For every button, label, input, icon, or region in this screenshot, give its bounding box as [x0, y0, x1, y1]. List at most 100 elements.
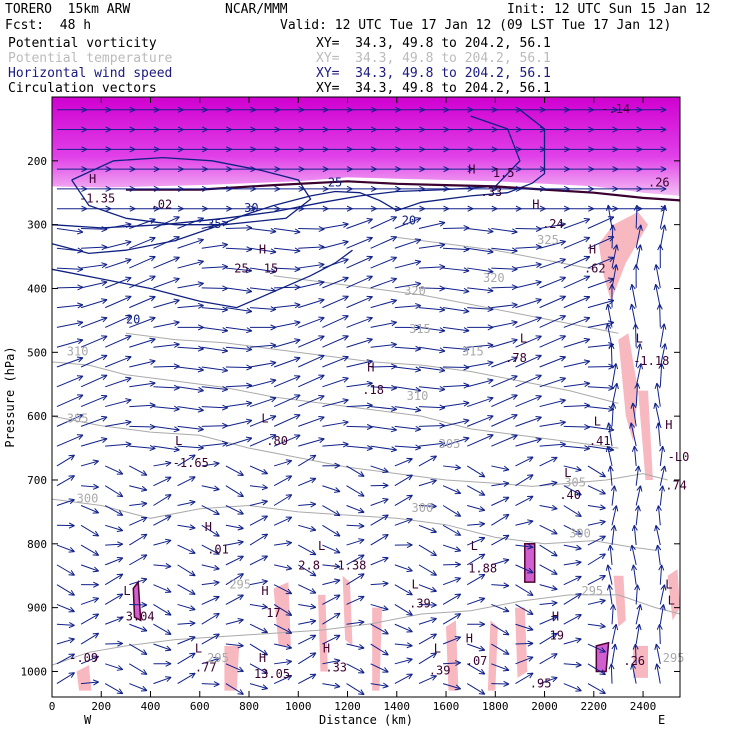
circulation-vector: [346, 465, 365, 477]
vector-shaft: [418, 266, 445, 269]
vector-head: [294, 228, 301, 235]
circulation-vector: [659, 323, 667, 348]
vector-shaft: [467, 434, 494, 447]
vector-shaft: [370, 465, 389, 473]
vector-head: [463, 246, 470, 253]
vector-shaft: [539, 456, 558, 467]
vector-shaft: [298, 374, 325, 388]
circulation-vector: [491, 496, 510, 506]
circulation-vector: [225, 267, 253, 274]
vector-head: [430, 455, 437, 462]
vector-shaft: [491, 227, 518, 233]
vector-shaft: [418, 425, 445, 427]
vector-shaft: [394, 425, 421, 430]
circulation-vector: [515, 564, 534, 574]
circulation-vector: [56, 498, 75, 506]
vector-head: [213, 595, 220, 602]
vector-shaft: [659, 604, 665, 625]
vector-shaft: [129, 275, 156, 289]
circulation-vector: [129, 423, 156, 430]
vector-head: [285, 659, 293, 666]
vector-shaft: [249, 287, 277, 292]
vector-head: [245, 287, 253, 294]
vector-head: [309, 652, 317, 659]
circulation-vector: [563, 316, 591, 328]
circulation-vector: [370, 216, 398, 229]
vector-shaft: [177, 366, 204, 371]
vector-shaft: [467, 307, 494, 310]
pv-extremum-label: .02: [151, 198, 173, 212]
vector-head: [68, 622, 75, 629]
circulation-vector: [225, 642, 244, 649]
pv-blob: [132, 580, 142, 622]
vector-head: [77, 228, 84, 235]
vector-head: [559, 221, 566, 228]
vector-head: [559, 295, 567, 302]
vector-shaft: [587, 553, 606, 566]
vector-shaft: [225, 346, 252, 351]
vector-shaft: [201, 221, 228, 229]
vector-shaft: [298, 544, 317, 556]
vector-head: [631, 525, 638, 532]
vector-shaft: [56, 584, 75, 596]
circulation-vector: [153, 563, 172, 570]
vector-shaft: [322, 241, 349, 249]
vector-shaft: [635, 383, 639, 407]
field-name: Potential temperature: [8, 51, 173, 66]
vector-head: [599, 669, 606, 676]
y-axis-label: Pressure (hPa): [3, 346, 17, 447]
vector-head: [358, 644, 365, 650]
vector-head: [318, 354, 325, 361]
circulation-vector: [491, 623, 510, 636]
vector-head: [463, 400, 470, 407]
circulation-vector: [298, 603, 317, 610]
vector-shaft: [443, 326, 470, 332]
vector-shaft: [370, 256, 397, 269]
vector-head: [197, 259, 204, 266]
vector-shaft: [346, 595, 365, 605]
circulation-vector: [104, 593, 124, 605]
vector-head: [608, 663, 615, 670]
vector-head: [342, 315, 349, 321]
vector-head: [655, 544, 662, 551]
circulation-vector: [298, 316, 325, 328]
vector-shaft: [608, 422, 613, 447]
vector-head: [141, 601, 148, 608]
vector-head: [213, 530, 220, 537]
vector-head: [309, 570, 317, 577]
circulation-vector: [80, 415, 108, 427]
vector-head: [415, 444, 422, 451]
vector-shaft: [659, 304, 661, 328]
vector-shaft: [56, 544, 75, 553]
vector-head: [430, 527, 437, 534]
vector-shaft: [249, 362, 277, 368]
vector-head: [125, 276, 132, 283]
vector-shaft: [539, 584, 558, 590]
vector-shaft: [346, 524, 365, 527]
vector-head: [658, 564, 665, 571]
circulation-vector: [346, 595, 365, 605]
vector-shaft: [177, 584, 196, 595]
circulation-vector: [249, 342, 277, 349]
vector-shaft: [249, 415, 277, 427]
field-xy-range: XY= 34.3, 49.8 to 204.2, 56.1: [316, 36, 551, 51]
vector-head: [502, 629, 510, 636]
circulation-vector: [467, 324, 494, 331]
vector-head: [659, 485, 666, 492]
circulation-vector: [153, 460, 172, 467]
vector-shaft: [56, 653, 75, 665]
vector-shaft: [322, 356, 349, 368]
circulation-vector: [370, 643, 389, 656]
vector-head: [149, 316, 156, 323]
vector-shaft: [654, 402, 661, 427]
vector-head: [583, 255, 591, 262]
vector-head: [358, 689, 365, 696]
vector-head: [606, 422, 613, 429]
circulation-vector: [346, 337, 373, 348]
vector-head: [149, 402, 156, 409]
circulation-vector: [634, 505, 641, 526]
circulation-vector: [80, 335, 108, 348]
vector-head: [342, 355, 349, 362]
vector-shaft: [273, 494, 293, 506]
circulation-vector: [177, 652, 196, 665]
